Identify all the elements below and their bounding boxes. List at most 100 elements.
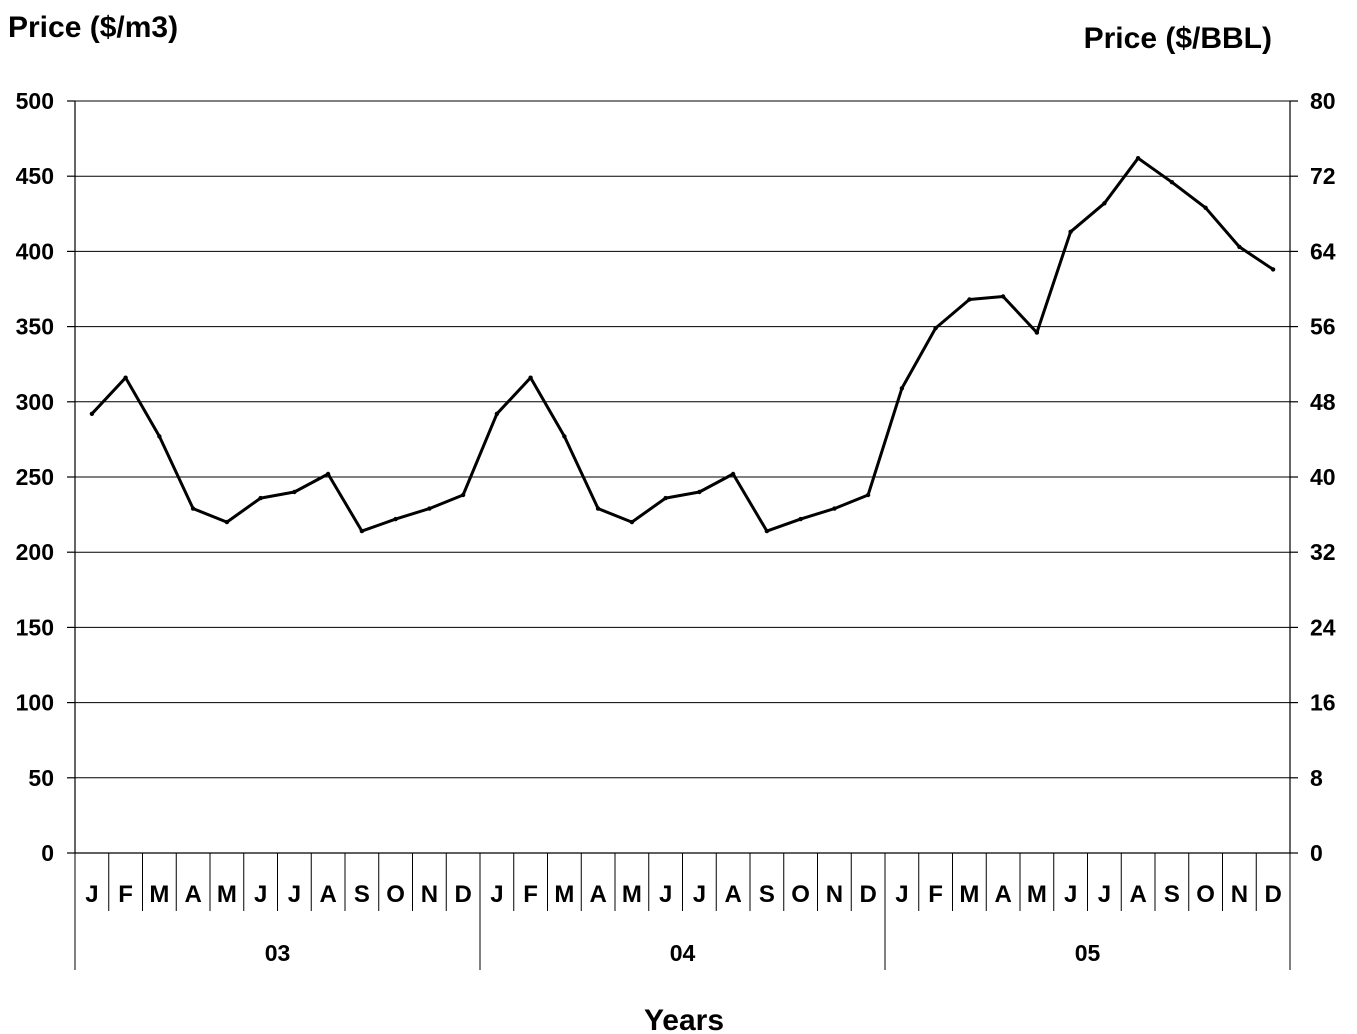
month-label: J	[1098, 881, 1111, 908]
month-label: J	[85, 881, 98, 908]
year-label: 05	[1075, 940, 1101, 966]
y-right-tick-label: 72	[1310, 163, 1336, 189]
y-right-tick-label: 8	[1310, 765, 1323, 791]
month-label: A	[184, 881, 201, 908]
data-point	[123, 375, 128, 380]
x-axis-title: Years	[644, 1004, 724, 1034]
month-label: D	[1264, 881, 1281, 908]
month-label: J	[490, 881, 503, 908]
series-group	[89, 156, 1276, 534]
data-point	[1270, 267, 1276, 272]
y-left-tick-label: 150	[16, 614, 54, 640]
data-point	[967, 297, 972, 302]
month-label: M	[554, 881, 574, 908]
month-label: F	[928, 881, 943, 908]
y-left-axis-title: Price ($/m3)	[8, 11, 178, 44]
y-left-tick-label: 300	[16, 389, 54, 415]
y-left-tick-labels: 0 50 100 150 200 250 300 350 400 450 500	[16, 88, 75, 866]
data-point	[865, 492, 871, 498]
month-label: D	[859, 881, 876, 908]
month-label: O	[386, 881, 405, 908]
month-label: J	[693, 881, 706, 908]
y-right-axis-title: Price ($/BBL)	[1084, 22, 1272, 55]
data-point	[427, 506, 432, 511]
month-label: M	[149, 881, 169, 908]
data-point	[764, 528, 770, 534]
y-right-tick-labels: 0 8 16 24 32 40 48 56 64 72 80	[1290, 88, 1336, 866]
month-label: O	[791, 881, 810, 908]
y-left-tick-label: 50	[28, 765, 54, 791]
data-point	[595, 506, 601, 511]
month-label: M	[622, 881, 642, 908]
y-left-tick-label: 100	[16, 690, 54, 716]
y-left-tick-label: 500	[16, 88, 54, 114]
data-point	[292, 489, 297, 495]
y-right-tick-label: 32	[1310, 539, 1336, 565]
data-point	[494, 411, 500, 416]
data-point	[629, 519, 635, 525]
data-point	[325, 471, 331, 477]
month-label: N	[826, 881, 843, 908]
data-point	[157, 434, 162, 439]
data-point	[933, 325, 938, 331]
y-right-tick-label: 0	[1310, 840, 1323, 866]
month-label: J	[895, 881, 908, 908]
data-point	[393, 516, 398, 522]
month-label: M	[217, 881, 237, 908]
month-label: N	[1231, 881, 1248, 908]
month-label: A	[1129, 881, 1146, 908]
y-right-tick-label: 40	[1310, 464, 1336, 490]
month-label: A	[994, 881, 1011, 908]
y-right-tick-label: 56	[1310, 314, 1336, 340]
data-point	[359, 528, 365, 534]
month-label: A	[589, 881, 606, 908]
y-left-tick-label: 450	[16, 163, 54, 189]
gridlines	[75, 100, 1290, 779]
data-point	[1135, 156, 1141, 161]
month-label: S	[354, 881, 370, 908]
data-point	[1102, 201, 1107, 206]
data-point	[89, 411, 95, 416]
month-label: J	[659, 881, 672, 908]
data-point	[730, 471, 736, 477]
data-point	[1068, 229, 1073, 234]
data-point	[663, 495, 668, 501]
month-label: M	[959, 881, 979, 908]
data-point	[460, 492, 466, 498]
y-left-tick-label: 200	[16, 539, 54, 565]
month-label: F	[523, 881, 538, 908]
y-right-tick-label: 80	[1310, 88, 1336, 114]
data-point	[798, 516, 803, 522]
month-label: M	[1027, 881, 1047, 908]
month-label: S	[759, 881, 775, 908]
y-left-tick-label: 0	[41, 840, 54, 866]
month-label: O	[1196, 881, 1215, 908]
y-left-tick-label: 250	[16, 464, 54, 490]
month-label: J	[1064, 881, 1077, 908]
data-point	[1203, 205, 1208, 210]
data-point	[224, 519, 230, 525]
month-label: A	[319, 881, 336, 908]
data-point	[832, 506, 837, 511]
y-left-tick-label: 350	[16, 314, 54, 340]
series-line	[90, 156, 1274, 533]
y-right-tick-label: 64	[1310, 238, 1336, 264]
y-right-tick-label: 24	[1310, 614, 1336, 640]
month-label: D	[454, 881, 471, 908]
month-label: J	[288, 881, 301, 908]
month-label: N	[421, 881, 438, 908]
data-point	[1000, 294, 1006, 299]
y-left-tick-label: 400	[16, 238, 54, 264]
data-point	[1034, 330, 1040, 335]
data-point	[1169, 180, 1175, 185]
data-point	[528, 375, 533, 380]
y-right-tick-label: 16	[1310, 690, 1336, 716]
data-point	[697, 489, 702, 495]
data-point	[1237, 244, 1242, 250]
x-category-axis: J F M A M J J A S O N D J F M A M J J A S O N D J F M A M J J A S O N D03 04…	[74, 853, 1291, 970]
month-label: F	[118, 881, 133, 908]
month-label: S	[1164, 881, 1180, 908]
month-label: A	[724, 881, 741, 908]
data-point	[899, 386, 905, 391]
